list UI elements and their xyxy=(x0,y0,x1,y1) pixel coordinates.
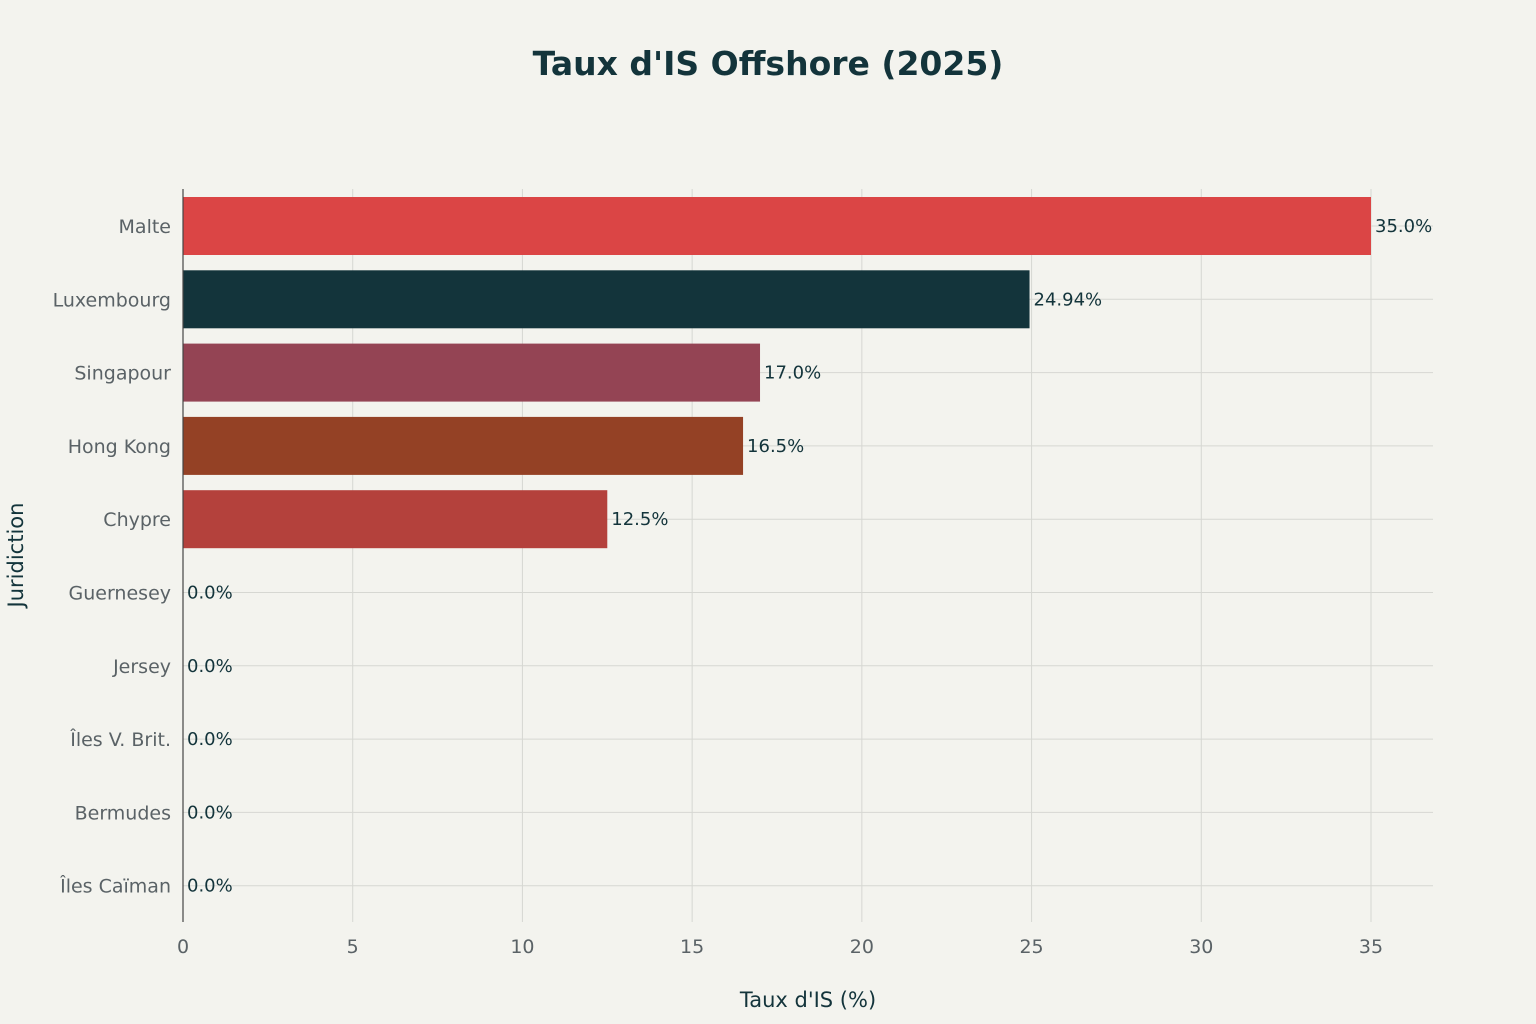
category-label: Guernesey xyxy=(69,583,172,605)
data-labels: 35.0% 24.94% 17.0% 16.5% 12.5% 0.0% 0.0% 0.0% 0.… xyxy=(187,216,1432,897)
bar xyxy=(183,343,761,402)
bar xyxy=(183,490,608,549)
x-axis-title: Taux d'IS (%) xyxy=(739,988,876,1012)
data-label: 0.0% xyxy=(187,876,233,897)
category-labels: Malte Luxembourg Singapour Hong Kong Chypre G… xyxy=(53,216,172,898)
category-label: Îles Caïman xyxy=(59,875,171,898)
x-tick-label: 25 xyxy=(1019,936,1043,958)
bar xyxy=(183,416,744,475)
data-label: 0.0% xyxy=(187,583,233,604)
x-tick-label: 30 xyxy=(1189,936,1213,958)
bars xyxy=(183,197,1371,549)
category-label: Bermudes xyxy=(75,802,171,824)
data-label: 16.5% xyxy=(747,436,804,457)
data-label: 12.5% xyxy=(611,509,668,530)
category-label: Îles V. Brit. xyxy=(69,728,171,751)
data-label: 0.0% xyxy=(187,656,233,677)
data-label: 0.0% xyxy=(187,802,233,823)
x-tick-label: 35 xyxy=(1359,936,1383,958)
x-tick-label: 0 xyxy=(177,936,189,958)
x-tick-label: 15 xyxy=(680,936,704,958)
category-label: Hong Kong xyxy=(68,436,171,458)
data-label: 0.0% xyxy=(187,729,233,750)
category-label: Malte xyxy=(119,216,171,238)
category-label: Jersey xyxy=(112,656,171,678)
x-tick-label: 10 xyxy=(510,936,534,958)
category-label: Singapour xyxy=(74,363,171,385)
data-label: 24.94% xyxy=(1034,289,1103,310)
category-label: Chypre xyxy=(103,509,171,531)
data-label: 17.0% xyxy=(764,363,821,384)
bar xyxy=(183,270,1030,329)
category-label: Luxembourg xyxy=(53,289,171,311)
chart-title: Taux d'IS Offshore (2025) xyxy=(533,44,1004,83)
x-tick-label: 20 xyxy=(850,936,874,958)
data-label: 35.0% xyxy=(1375,216,1432,237)
x-tick-label: 5 xyxy=(347,936,359,958)
y-axis-title: Juridiction xyxy=(4,503,28,610)
bar xyxy=(183,197,1371,255)
x-tick-labels: 0 5 10 15 20 25 30 35 xyxy=(177,936,1383,958)
